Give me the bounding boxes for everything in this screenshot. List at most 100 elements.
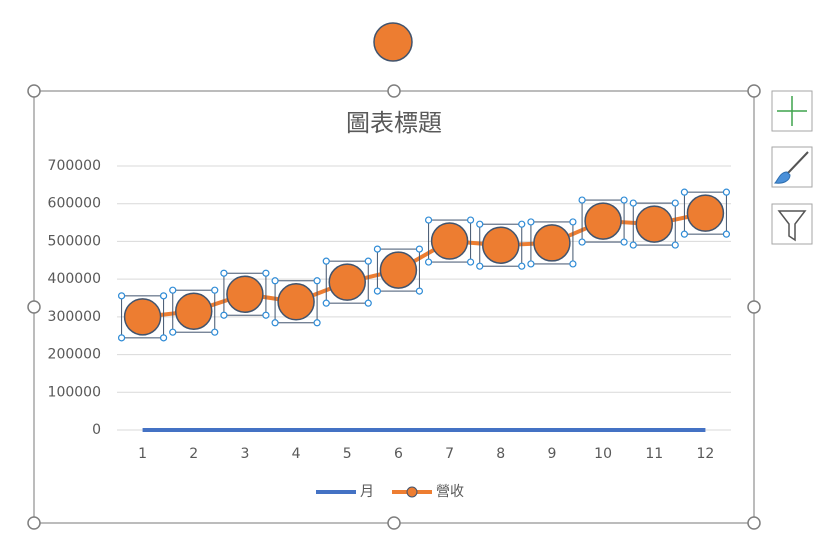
chart-buttons [771, 90, 813, 245]
legend-marker [406, 486, 418, 498]
y-tick-label: 0 [92, 422, 101, 438]
selection-handle [220, 269, 228, 277]
resize-handle[interactable] [747, 84, 761, 98]
selection-handle [671, 199, 679, 207]
x-tick-label: 3 [240, 446, 249, 462]
selection-handle [722, 230, 731, 238]
selection-box [274, 280, 318, 324]
data-marker [430, 222, 469, 260]
selection-handle [117, 292, 126, 300]
y-tick-label: 300000 [48, 309, 101, 325]
x-tick-label: 9 [547, 446, 556, 462]
selection-handle [262, 311, 270, 319]
selection-handle [620, 238, 628, 246]
selection-handle [466, 258, 475, 266]
selection-handle [364, 299, 372, 307]
resize-handle[interactable] [27, 84, 41, 98]
selection-handle [466, 216, 475, 224]
data-marker [277, 283, 315, 321]
selection-handle [518, 262, 526, 270]
selection-handle [169, 328, 177, 336]
shape-preview [373, 22, 413, 62]
selection-handle [159, 334, 168, 342]
selection-handle [415, 245, 424, 253]
selection-handle [527, 260, 535, 268]
x-tick-label: 10 [594, 446, 612, 462]
x-tick-label: 12 [697, 446, 715, 462]
selection-handle [569, 218, 577, 226]
selection-handle [364, 257, 372, 265]
selection-handle [415, 287, 424, 295]
legend-label: 月 [360, 484, 374, 500]
y-tick-label: 200000 [48, 347, 101, 363]
x-tick-label: 2 [189, 446, 198, 462]
selection-box [428, 219, 472, 263]
selection-handle [629, 199, 637, 207]
selection-box [632, 202, 676, 246]
selection-handle [262, 269, 270, 277]
data-marker [635, 205, 673, 243]
frame-handles [27, 84, 761, 530]
selection-handle [671, 241, 679, 249]
x-tick-label: 11 [645, 446, 663, 462]
filter-icon [777, 210, 807, 242]
y-tick-label: 600000 [48, 196, 101, 212]
data-marker [226, 275, 264, 313]
selection-handle [578, 238, 586, 246]
selection-handle [211, 328, 219, 336]
x-tick-label: 8 [496, 446, 505, 462]
data-marker [328, 263, 366, 301]
brush-handle [787, 151, 809, 174]
data-marker [379, 251, 418, 289]
data-marker [482, 226, 520, 264]
resize-handle[interactable] [27, 516, 41, 530]
resize-handle[interactable] [387, 84, 401, 98]
selection-handle [271, 319, 279, 327]
selection-handle [211, 286, 219, 294]
data-marker [533, 224, 571, 262]
selection-handle [271, 277, 279, 285]
resize-handle[interactable] [747, 516, 761, 530]
x-tick-label: 4 [292, 446, 301, 462]
selection-box [683, 191, 727, 235]
resize-handle[interactable] [387, 516, 401, 530]
selection-handle [476, 220, 484, 228]
resize-handle[interactable] [747, 300, 761, 314]
selection-handle [527, 218, 535, 226]
selection-handle [518, 220, 526, 228]
plus-icon [777, 96, 807, 126]
brush-tip [773, 171, 791, 184]
y-tick-label: 400000 [48, 271, 101, 287]
data-marker [686, 194, 725, 232]
selection-box [223, 272, 267, 316]
selection-handle [322, 299, 330, 307]
selection-handle [569, 260, 577, 268]
selection-box [172, 289, 216, 333]
x-tick-label: 5 [343, 446, 352, 462]
selection-handle [313, 319, 321, 327]
x-tick-label: 6 [394, 446, 403, 462]
y-tick-label: 500000 [48, 233, 101, 249]
data-marker [175, 292, 213, 330]
selection-handle [476, 262, 484, 270]
selection-handle [322, 257, 330, 265]
selection-handle [424, 258, 433, 266]
y-tick-label: 100000 [48, 384, 101, 400]
selection-handle [578, 196, 586, 204]
selection-handle [680, 188, 689, 196]
resize-handle[interactable] [27, 300, 41, 314]
selection-box [530, 221, 574, 265]
selection-handle [373, 287, 382, 295]
chart-title: 圖表標題 [346, 109, 442, 137]
selection-box [376, 248, 420, 292]
selection-handle [220, 311, 228, 319]
selection-handle [169, 286, 177, 294]
selection-handle [313, 277, 321, 285]
selection-handle [424, 216, 433, 224]
data-marker [123, 298, 162, 336]
y-tick-label: 700000 [48, 158, 101, 174]
selection-handle [159, 292, 168, 300]
selection-box [581, 199, 625, 243]
legend-label: 營收 [436, 484, 464, 500]
